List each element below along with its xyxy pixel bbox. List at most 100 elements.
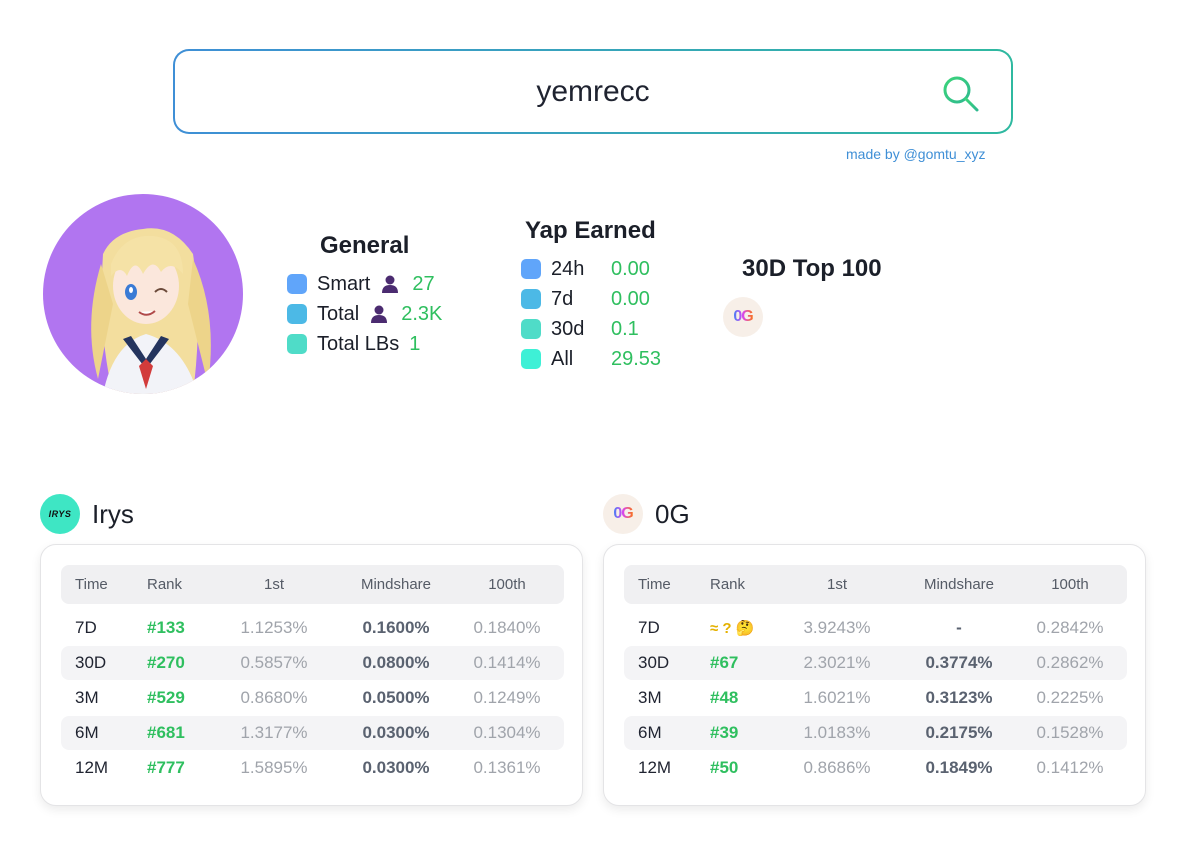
table-header: Time Rank 1st Mindshare 100th — [61, 565, 564, 604]
yap-7d-swatch — [521, 289, 541, 309]
header-100th: 100th — [488, 576, 526, 593]
cell-mindshare: 0.1849% — [925, 758, 993, 777]
cell-rank: ≈ ? 🤔 — [710, 620, 755, 637]
cell-time: 30D — [75, 653, 107, 672]
cell-100th: 0.1414% — [473, 653, 541, 672]
cell-first: 0.5857% — [240, 653, 308, 672]
yap-24h-swatch — [521, 259, 541, 279]
cell-100th: 0.1304% — [473, 723, 541, 742]
total-value: 2.3K — [401, 302, 443, 325]
header-mindshare: Mindshare — [360, 576, 432, 593]
total-lbs-label: Total LBs — [317, 332, 400, 355]
yap-24h-value: 0.00 — [611, 257, 650, 280]
general-total-row: Total 2.3K — [287, 299, 442, 329]
general-total-lbs-row: Total LBs 1 — [287, 329, 420, 359]
cell-first: 1.3177% — [240, 723, 308, 742]
cell-time: 3M — [75, 688, 99, 707]
table-row: 6M #39 1.0183% 0.2175% 0.1528% — [624, 716, 1127, 750]
yap-all-swatch — [521, 349, 541, 369]
smart-value: 27 — [412, 272, 435, 295]
cell-first: 1.6021% — [803, 688, 871, 707]
cell-mindshare: 0.0300% — [362, 758, 430, 777]
total-color-swatch — [287, 304, 307, 324]
general-smart-row: Smart 27 — [287, 269, 435, 299]
cell-rank: #67 — [710, 653, 739, 672]
smart-color-swatch — [287, 274, 307, 294]
table-row: 30D #67 2.3021% 0.3774% 0.2862% — [624, 646, 1127, 680]
cell-rank: #39 — [710, 723, 739, 742]
yap-30d-label: 30d — [551, 317, 585, 340]
cell-first: 1.0183% — [803, 723, 871, 742]
total-lbs-value: 1 — [409, 332, 421, 355]
cell-mindshare: 0.3774% — [925, 653, 993, 672]
cell-rank: #133 — [147, 618, 185, 637]
cell-rank: #50 — [710, 758, 739, 777]
header-first: 1st — [263, 576, 284, 593]
table-row: 12M #777 1.5895% 0.0300% 0.1361% — [61, 751, 564, 785]
cell-time: 30D — [638, 653, 670, 672]
cell-mindshare: 0.0500% — [362, 688, 430, 707]
search-bar-inner — [175, 51, 1011, 132]
table-header: Time Rank 1st Mindshare 100th — [624, 565, 1127, 604]
cell-100th: 0.1412% — [1036, 758, 1104, 777]
header-time: Time — [638, 576, 671, 593]
search-icon[interactable] — [941, 74, 981, 114]
cell-first: 1.1253% — [240, 618, 308, 637]
irys-section-header: IRYS Irys — [40, 494, 134, 534]
cell-rank: #48 — [710, 688, 739, 707]
yap-30d-value: 0.1 — [611, 317, 639, 340]
total-lbs-color-swatch — [287, 334, 307, 354]
cell-mindshare: 0.0300% — [362, 723, 430, 742]
search-bar — [173, 49, 1013, 134]
header-rank: Rank — [710, 576, 746, 593]
general-title: General — [320, 232, 410, 259]
header-100th: 100th — [1051, 576, 1089, 593]
yap-30d-row: 30d 0.1 — [521, 314, 639, 344]
og-section-header: 0G 0G — [603, 494, 690, 534]
anime-avatar-image — [91, 228, 211, 394]
yap-all-value: 29.53 — [611, 347, 662, 370]
og-logo: 0G — [603, 494, 643, 534]
yap-all-label: All — [551, 347, 574, 370]
cell-time: 6M — [638, 723, 662, 742]
yap-7d-row: 7d 0.00 — [521, 284, 650, 314]
cell-time: 6M — [75, 723, 99, 742]
cell-time: 12M — [638, 758, 672, 777]
cell-first: 3.9243% — [803, 618, 871, 637]
irys-title: Irys — [92, 498, 134, 529]
made-by-link[interactable]: made by @gomtu_xyz — [846, 146, 986, 162]
smart-label: Smart — [317, 272, 371, 295]
cell-mindshare: 0.0800% — [362, 653, 430, 672]
cell-time: 7D — [638, 618, 660, 637]
cell-100th: 0.1361% — [473, 758, 541, 777]
cell-rank: #529 — [147, 688, 185, 707]
yap-30d-swatch — [521, 319, 541, 339]
header-mindshare: Mindshare — [923, 576, 995, 593]
cell-100th: 0.1528% — [1036, 723, 1104, 742]
search-input[interactable] — [175, 51, 1011, 132]
table-row: 3M #529 0.8680% 0.0500% 0.1249% — [61, 681, 564, 715]
table-row: 6M #681 1.3177% 0.0300% 0.1304% — [61, 716, 564, 750]
header-time: Time — [75, 576, 108, 593]
yap-24h-label: 24h — [551, 257, 585, 280]
header-rank: Rank — [147, 576, 183, 593]
table-row: 7D ≈ ? 🤔 3.9243% - 0.2842% — [624, 611, 1127, 645]
cell-mindshare: 0.1600% — [362, 618, 430, 637]
irys-logo: IRYS — [40, 494, 80, 534]
og-title: 0G — [655, 498, 690, 529]
avatar — [43, 194, 243, 394]
cell-rank: #777 — [147, 758, 185, 777]
yap-7d-value: 0.00 — [611, 287, 650, 310]
person-icon — [382, 275, 399, 293]
cell-100th: 0.2842% — [1036, 618, 1104, 637]
cell-time: 12M — [75, 758, 109, 777]
yap-earned-title: Yap Earned — [525, 217, 656, 244]
cell-100th: 0.2862% — [1036, 653, 1104, 672]
cell-first: 1.5895% — [240, 758, 308, 777]
total-label: Total — [317, 302, 360, 325]
person-icon — [371, 305, 388, 323]
table-row: 3M #48 1.6021% 0.3123% 0.2225% — [624, 681, 1127, 715]
cell-rank: #681 — [147, 723, 185, 742]
og-top100-logo[interactable]: 0G — [723, 297, 763, 337]
cell-first: 2.3021% — [803, 653, 871, 672]
